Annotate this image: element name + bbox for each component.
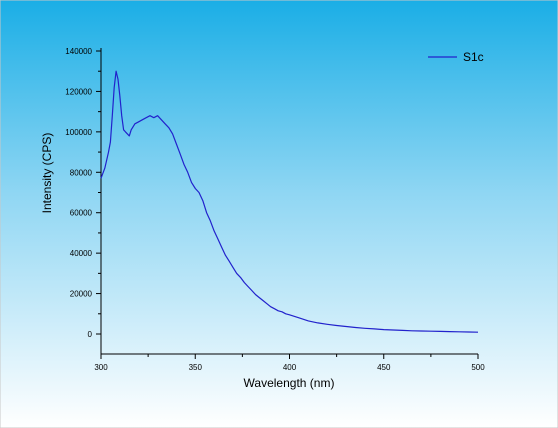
y-tick-label: 140000 xyxy=(65,47,92,56)
y-tick-label: 120000 xyxy=(65,87,92,96)
y-tick-label: 100000 xyxy=(65,128,92,137)
y-tick-label: 80000 xyxy=(70,168,93,177)
y-axis-ticks: 0 20000 40000 60000 80000 100000 120000 140000 xyxy=(65,47,101,339)
y-tick-label: 20000 xyxy=(70,290,93,299)
x-tick-label: 450 xyxy=(377,363,391,372)
x-tick-label: 500 xyxy=(471,363,485,372)
y-axis-label: Intensity (CPS) xyxy=(40,133,54,214)
legend: S1c xyxy=(428,50,484,64)
series-line-s1c xyxy=(100,70,479,333)
x-tick-label: 350 xyxy=(189,363,203,372)
legend-label-s1c: S1c xyxy=(463,50,484,64)
x-axis-label: Wavelength (nm) xyxy=(244,376,335,390)
x-tick-label: 300 xyxy=(94,363,108,372)
x-tick-label: 400 xyxy=(283,363,297,372)
y-tick-label: 60000 xyxy=(70,209,93,218)
y-tick-label: 0 xyxy=(88,330,93,339)
y-tick-label: 40000 xyxy=(70,249,93,258)
